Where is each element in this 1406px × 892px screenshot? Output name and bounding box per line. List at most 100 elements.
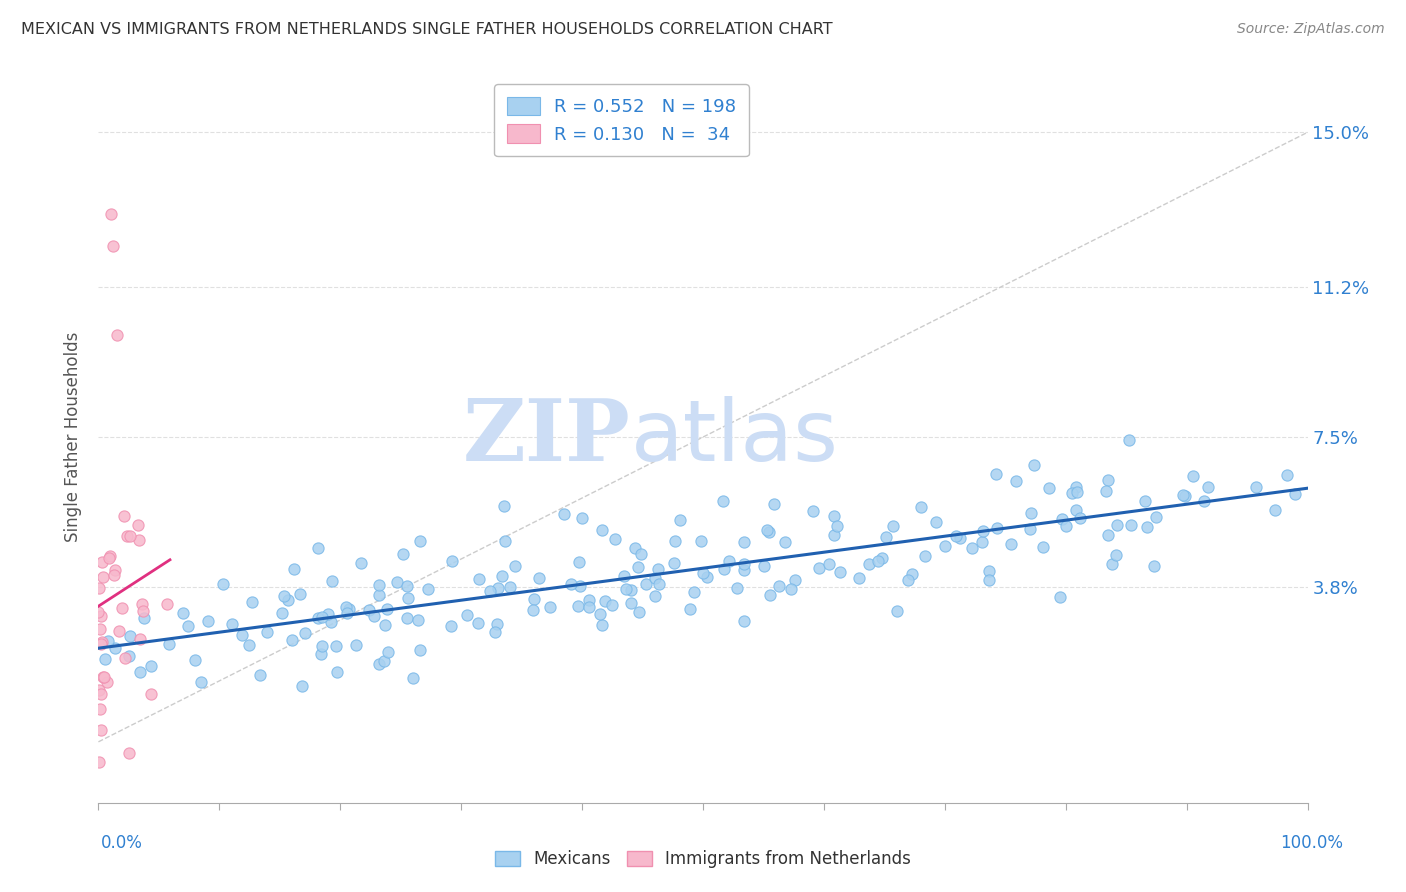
Point [1060, 486, 1083, 500]
Point [132, 604, 155, 618]
Point [636, 577, 658, 591]
Point [1194, 494, 1216, 508]
Point [128, 533, 150, 548]
Point [441, 554, 464, 568]
Point [131, 597, 153, 611]
Point [349, 556, 371, 570]
Point [132, 611, 155, 625]
Point [90, 608, 112, 623]
Point [212, 577, 235, 591]
Point [664, 534, 686, 549]
Point [538, 600, 561, 615]
Point [711, 494, 734, 508]
Point [491, 569, 513, 583]
Point [1264, 503, 1286, 517]
Point [984, 467, 1007, 481]
Point [1054, 519, 1077, 533]
Point [662, 556, 685, 570]
Point [768, 579, 790, 593]
Point [127, 518, 149, 533]
Point [522, 603, 544, 617]
Point [914, 549, 936, 563]
Point [100, 206, 122, 220]
Point [578, 593, 600, 607]
Point [197, 615, 219, 629]
Point [105, 328, 128, 343]
Point [979, 574, 1001, 588]
Point [1022, 458, 1045, 473]
Point [945, 529, 967, 543]
Point [104, 640, 127, 655]
Point [1097, 528, 1119, 542]
Point [87, 682, 110, 697]
Point [801, 503, 824, 517]
Point [111, 600, 134, 615]
Point [773, 535, 796, 549]
Text: Source: ZipAtlas.com: Source: ZipAtlas.com [1237, 22, 1385, 37]
Point [238, 638, 260, 652]
Point [377, 645, 399, 659]
Point [644, 589, 666, 603]
Point [1105, 518, 1128, 533]
Point [648, 577, 671, 591]
Point [89, 623, 111, 637]
Point [321, 615, 343, 629]
Point [527, 571, 550, 585]
Point [112, 509, 135, 524]
Point [858, 558, 880, 572]
Point [1105, 548, 1128, 562]
Point [1064, 480, 1087, 494]
Point [603, 532, 626, 546]
Point [221, 616, 243, 631]
Point [569, 579, 592, 593]
Point [949, 531, 972, 545]
Point [367, 578, 389, 592]
Point [683, 585, 706, 599]
Point [977, 564, 1000, 578]
Legend: Mexicans, Immigrants from Netherlands: Mexicans, Immigrants from Netherlands [488, 844, 918, 875]
Point [468, 572, 491, 586]
Point [484, 625, 506, 640]
Point [591, 523, 613, 537]
Point [409, 643, 432, 657]
Point [288, 586, 311, 600]
Point [256, 625, 278, 640]
Point [817, 557, 839, 571]
Point [600, 598, 623, 612]
Point [375, 602, 398, 616]
Point [1000, 537, 1022, 551]
Point [1032, 541, 1054, 555]
Point [972, 524, 994, 538]
Point [733, 614, 755, 628]
Point [129, 665, 152, 679]
Point [139, 659, 162, 673]
Point [93, 670, 115, 684]
Text: atlas: atlas [630, 395, 838, 479]
Point [101, 239, 124, 253]
Point [627, 605, 650, 619]
Point [986, 520, 1008, 534]
Point [87, 755, 110, 769]
Point [1049, 591, 1071, 605]
Point [416, 582, 439, 596]
Point [273, 589, 295, 603]
Point [934, 540, 956, 554]
Point [103, 568, 125, 582]
Point [326, 665, 349, 679]
Point [485, 616, 508, 631]
Point [870, 550, 893, 565]
Point [325, 639, 347, 653]
Point [118, 528, 141, 542]
Point [395, 579, 418, 593]
Point [456, 607, 478, 622]
Point [1097, 473, 1119, 487]
Point [830, 566, 852, 580]
Point [176, 618, 198, 632]
Point [249, 668, 271, 682]
Point [1050, 512, 1073, 526]
Point [578, 600, 600, 615]
Point [190, 675, 212, 690]
Point [848, 572, 870, 586]
Point [118, 629, 141, 643]
Point [409, 533, 432, 548]
